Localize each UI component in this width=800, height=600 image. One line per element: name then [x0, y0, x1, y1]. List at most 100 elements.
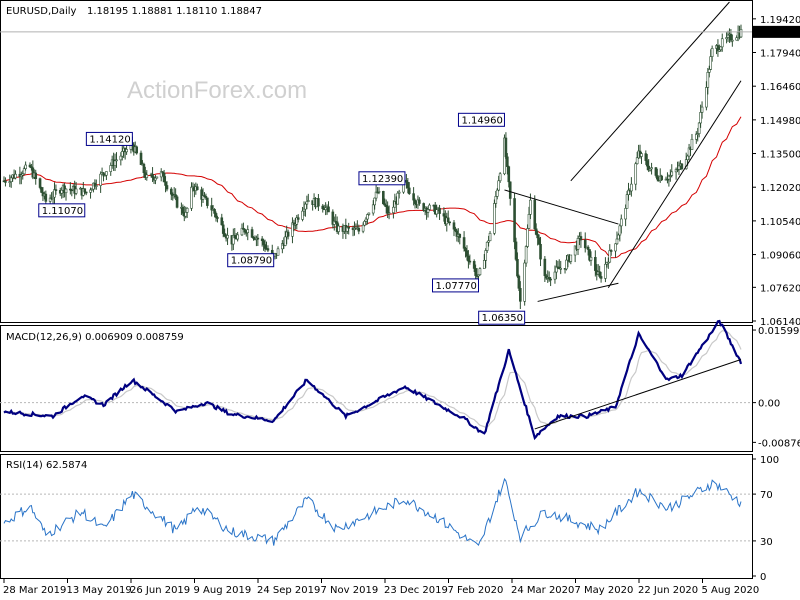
candle-body	[216, 217, 219, 219]
rsi-y-label: 30	[760, 537, 773, 548]
candle-body	[301, 210, 304, 220]
level-label-box	[227, 253, 275, 268]
candle-body	[617, 234, 620, 240]
candle-body	[719, 46, 723, 50]
candle-body	[361, 224, 365, 232]
rsi-title: RSI(14) 62.5874	[6, 460, 87, 471]
candle-body	[644, 153, 648, 161]
candle-body	[184, 212, 188, 217]
candle-body	[697, 122, 701, 134]
candle-body	[204, 196, 208, 199]
candle-body	[488, 232, 492, 242]
candle-body	[478, 268, 482, 276]
candle-body	[154, 177, 157, 181]
candle-body	[660, 175, 663, 181]
chart-symbol: EURUSD,Daily	[6, 6, 77, 17]
candle-body	[382, 191, 385, 205]
candle-body	[307, 200, 310, 202]
price-y-label: 1.09060	[760, 251, 800, 262]
candle-body	[729, 33, 733, 41]
candle-body	[635, 157, 639, 165]
candle-body	[374, 191, 378, 199]
candle-body	[435, 209, 438, 215]
candle-body	[206, 197, 209, 206]
candle-body	[608, 250, 612, 263]
watermark: ActionForex.com	[127, 77, 307, 104]
candle-body	[739, 29, 743, 38]
price-y-label: 1.06140	[760, 317, 800, 328]
candle-body	[526, 228, 529, 247]
candle-body	[270, 249, 274, 254]
candle-body	[262, 240, 265, 245]
candle-body	[357, 227, 361, 232]
candle-body	[155, 176, 159, 179]
candle-body	[598, 271, 601, 277]
candle-body	[442, 213, 446, 217]
candle-body	[74, 188, 78, 194]
candle-body	[656, 175, 659, 180]
x-label: 5 Aug 2020	[702, 585, 760, 596]
candle-body	[305, 201, 309, 205]
x-label: 24 Sep 2019	[257, 585, 320, 596]
macd-y-label: -0.00876	[758, 438, 800, 449]
price-y-label: 1.12020	[760, 183, 800, 194]
candle-body	[276, 248, 280, 256]
candle-body	[119, 155, 123, 161]
candle-body	[565, 259, 568, 270]
x-label: 7 Nov 2019	[321, 585, 379, 596]
candle-body	[559, 268, 563, 270]
candle-body	[142, 163, 146, 174]
candle-body	[406, 181, 410, 189]
x-label: 24 Mar 2020	[511, 585, 574, 596]
candle-body	[327, 206, 330, 213]
candle-body	[139, 152, 143, 165]
candle-body	[120, 151, 124, 157]
candle-body	[465, 250, 469, 257]
candle-body	[14, 173, 17, 179]
candle-body	[497, 180, 500, 191]
candle-body	[504, 137, 508, 158]
price-y-label: 1.17940	[760, 49, 800, 60]
candle-body	[614, 243, 617, 252]
candle-body	[517, 275, 521, 289]
candle-body	[735, 37, 738, 41]
candle-body	[634, 163, 638, 185]
candle-body	[70, 189, 74, 192]
x-label: 9 Aug 2019	[194, 585, 252, 596]
candle-body	[109, 165, 113, 172]
candle-body	[125, 149, 128, 153]
candle-body	[337, 225, 340, 232]
candle-body	[624, 208, 627, 220]
candle-body	[377, 191, 381, 193]
candle-body	[472, 261, 476, 269]
candle-body	[426, 209, 430, 213]
candle-body	[366, 214, 369, 220]
candle-body	[458, 234, 462, 238]
candle-body	[533, 199, 537, 230]
candle-body	[145, 174, 149, 178]
candle-body	[690, 138, 694, 150]
macd-y-label: 0.00	[758, 399, 780, 410]
candle-body	[705, 87, 708, 108]
price-y-label: 1.19420	[760, 15, 800, 26]
candle-body	[589, 257, 593, 261]
candle-body	[363, 221, 366, 226]
candle-body	[201, 195, 205, 200]
candle-body	[539, 243, 542, 260]
candle-body	[321, 205, 325, 210]
candle-body	[609, 250, 613, 252]
candle-body	[387, 212, 391, 214]
candle-body	[170, 188, 173, 195]
candle-body	[448, 221, 451, 224]
candle-body	[4, 180, 7, 183]
macd-panel-frame	[0, 325, 753, 452]
candle-body	[630, 183, 633, 192]
candle-body	[226, 235, 229, 239]
level-label: 1.07770	[436, 281, 477, 292]
candle-body	[706, 72, 710, 88]
candle-body	[670, 171, 674, 176]
candle-body	[507, 166, 511, 183]
candle-body	[529, 199, 532, 215]
triangle-upper-line	[504, 189, 619, 225]
rsi-panel-frame	[0, 454, 753, 579]
